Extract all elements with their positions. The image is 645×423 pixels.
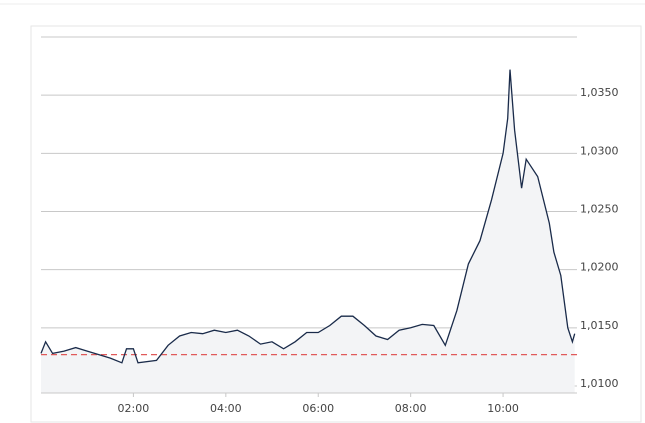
y-tick-label: 1,0350 [580, 86, 619, 99]
y-tick-label: 1,0100 [580, 377, 619, 390]
x-tick-label: 04:00 [210, 402, 242, 415]
y-tick-label: 1,0250 [580, 203, 619, 216]
x-tick-label: 08:00 [395, 402, 427, 415]
x-tick-label: 10:00 [487, 402, 519, 415]
x-tick-label: 06:00 [302, 402, 334, 415]
x-tick-label: 02:00 [118, 402, 150, 415]
area [41, 69, 575, 393]
y-tick-label: 1,0150 [580, 319, 619, 332]
y-tick-label: 1,0200 [580, 261, 619, 274]
y-tick-label: 1,0300 [580, 144, 619, 157]
line [40, 69, 576, 364]
